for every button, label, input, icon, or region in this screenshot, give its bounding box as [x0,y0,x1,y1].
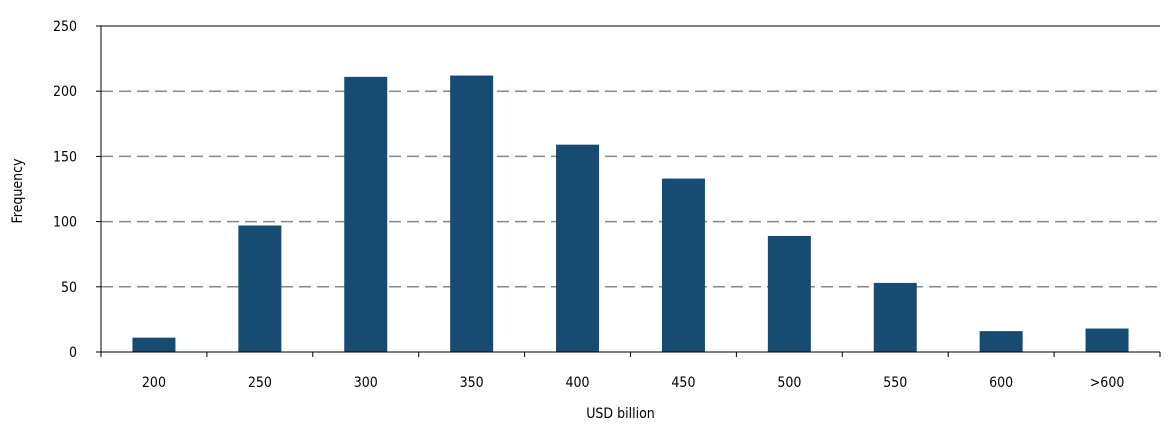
bar->600 [1085,328,1129,352]
y-tick-label-150: 150 [53,149,77,165]
bar-350 [450,75,494,352]
bars [132,75,1129,352]
tick-labels: 0 50 100 150 200 250 200 250 300 350 400 450 500 550 6… [53,19,1124,391]
y-tick-label-200: 200 [53,84,77,100]
x-tick-label->600: >600 [1090,375,1125,391]
x-tick-label-550: 550 [883,375,907,391]
x-tick-label-450: 450 [671,375,695,391]
x-tick-label-300: 300 [354,375,378,391]
x-tick-label-600: 600 [989,375,1013,391]
x-tick-label-400: 400 [566,375,590,391]
bar-500 [767,235,811,352]
x-tick-label-200: 200 [142,375,166,391]
bar-250 [238,225,282,352]
bar-550 [873,282,917,352]
x-tick-label-500: 500 [777,375,801,391]
y-tick-label-50: 50 [61,280,77,296]
bar-450 [661,178,705,352]
y-tick-label-100: 100 [53,215,77,231]
y-tick-label-250: 250 [53,19,77,35]
x-tick-label-350: 350 [460,375,484,391]
y-axis-title: Frequency [10,158,26,223]
bar-200 [132,337,176,352]
y-tick-label-0: 0 [69,345,77,361]
gridlines [101,90,1160,288]
bar-300 [344,76,388,352]
bar-400 [556,144,600,352]
x-axis-title: USD billion [586,406,655,422]
axes [96,25,1161,357]
bar-600 [979,331,1023,352]
x-tick-label-250: 250 [248,375,272,391]
